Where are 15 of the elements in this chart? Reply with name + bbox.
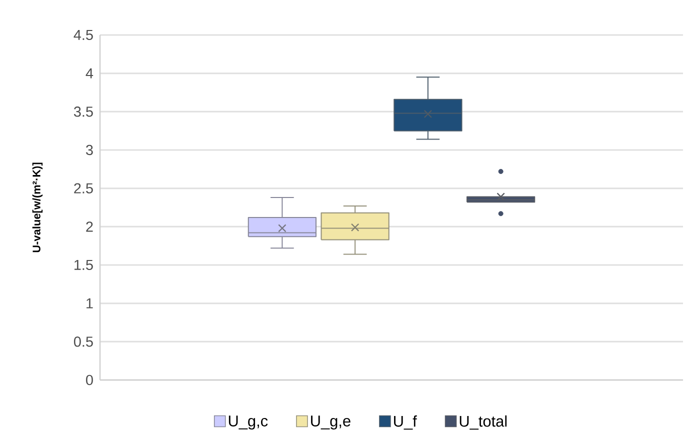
legend-label: U_total (460, 415, 507, 430)
y-axis-title: U-value[w/(m²·K)] (32, 162, 43, 252)
y-tick-label: 4.5 (74, 30, 93, 40)
y-tick-label: 0 (86, 374, 93, 386)
legend-label: U_f (394, 415, 417, 430)
legend-label: U_g,c (228, 416, 268, 430)
y-tick-label: 1 (86, 298, 93, 308)
y-tick-label: 2.5 (74, 183, 93, 194)
legend-label: U_g,e (311, 416, 350, 430)
y-tick-label: 0.5 (74, 336, 93, 347)
y-tick-label: 1.5 (74, 260, 93, 270)
y-tick-label: 3.5 (74, 106, 93, 117)
y-tick-label: 2 (86, 222, 93, 232)
y-tick-label: 3 (86, 144, 93, 156)
y-tick-label: 4 (86, 68, 94, 78)
